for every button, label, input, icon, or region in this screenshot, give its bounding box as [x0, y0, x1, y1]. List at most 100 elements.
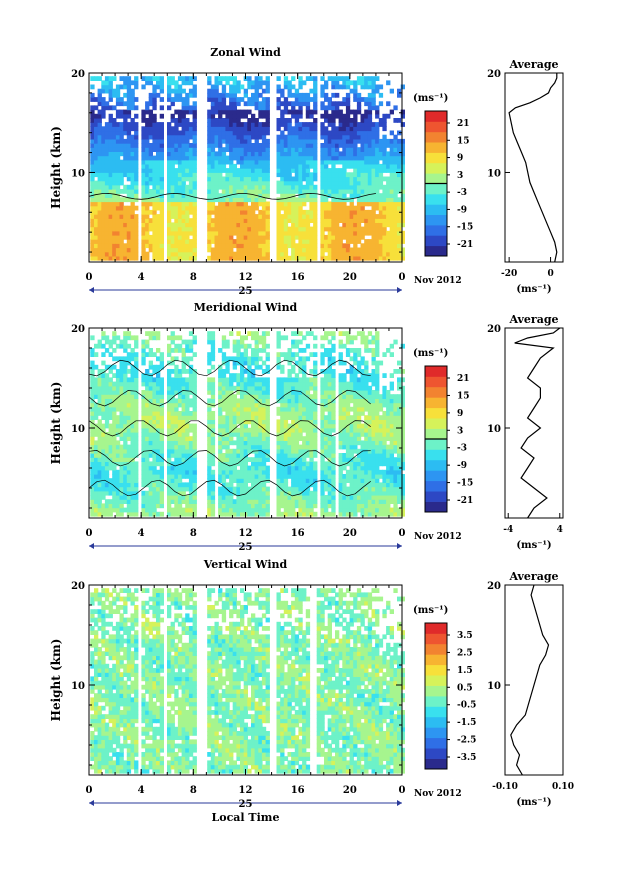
heatmap-cell	[342, 80, 347, 86]
heatmap-cell	[251, 101, 256, 107]
heatmap-cell	[287, 469, 292, 475]
heatmap-cell	[156, 373, 161, 378]
heatmap-cell	[254, 84, 259, 90]
heatmap-cell	[291, 444, 296, 450]
heatmap-cell	[225, 394, 230, 399]
heatmap-cell	[177, 138, 183, 144]
heatmap-cell	[251, 398, 256, 404]
heatmap-cell	[174, 155, 179, 161]
heatmap-cell	[148, 364, 153, 370]
heatmap-cell	[389, 109, 394, 115]
heatmap-cell	[126, 205, 132, 211]
heatmap-cell	[94, 222, 99, 228]
heatmap-cell	[108, 184, 113, 190]
heatmap-cell	[90, 432, 95, 437]
heatmap-cell	[115, 453, 121, 458]
heatmap-cell	[243, 176, 248, 182]
heatmap-cell	[101, 448, 106, 454]
heatmap-cell	[123, 251, 128, 257]
heatmap-cell	[221, 163, 227, 169]
heatmap-cell	[112, 385, 117, 391]
heatmap-cell	[167, 343, 172, 349]
heatmap-cell	[386, 255, 391, 261]
heatmap-cell	[364, 184, 369, 190]
heatmap-cell	[400, 205, 405, 211]
heatmap-cell	[265, 184, 270, 190]
heatmap-cell	[254, 335, 259, 341]
heatmap-cell	[207, 234, 212, 240]
heatmap-cell	[225, 457, 230, 462]
heatmap-cell	[126, 184, 132, 190]
heatmap-cell	[174, 218, 179, 223]
heatmap-cell	[345, 247, 351, 253]
heatmap-cell	[123, 360, 128, 366]
heatmap-cell	[94, 155, 99, 161]
heatmap-cell	[360, 201, 365, 207]
heatmap-cell	[177, 511, 183, 517]
heatmap-cell	[174, 406, 179, 412]
heatmap-cell	[375, 88, 380, 94]
heatmap-cell	[258, 444, 263, 450]
heatmap-cell	[327, 189, 332, 194]
heatmap-cell	[342, 126, 347, 132]
heatmap-cell	[152, 130, 157, 136]
heatmap-cell	[134, 197, 139, 203]
heatmap-cell	[342, 214, 347, 219]
heatmap-cell	[188, 163, 194, 169]
heatmap-cell	[360, 189, 365, 194]
heatmap-cell	[112, 147, 117, 152]
heatmap-cell	[371, 155, 376, 161]
heatmap-cell	[90, 159, 95, 165]
heatmap-cell	[280, 247, 285, 253]
heatmap-cell	[188, 507, 194, 513]
avg-x-tick-label: -20	[501, 269, 517, 279]
heatmap-cell	[335, 172, 340, 178]
heatmap-cell	[280, 440, 285, 446]
heatmap-cell	[152, 486, 157, 492]
heatmap-cell	[159, 352, 164, 357]
heatmap-cell	[112, 239, 117, 244]
heatmap-cell	[225, 172, 230, 178]
heatmap-cell	[335, 126, 340, 132]
heatmap-cell	[283, 134, 289, 140]
heatmap-cell	[104, 448, 110, 454]
heatmap-cell	[229, 251, 234, 257]
heatmap-cell	[108, 247, 113, 253]
heatmap-cell	[258, 419, 263, 425]
heatmap-cell	[152, 448, 157, 454]
heatmap-cell	[393, 172, 398, 178]
heatmap-cell	[356, 230, 362, 236]
heatmap-cell	[104, 247, 110, 253]
heatmap-cell	[119, 339, 124, 345]
heatmap-cell	[185, 189, 190, 194]
heatmap-cell	[254, 364, 259, 370]
heatmap-cell	[356, 126, 362, 132]
heatmap-cell	[218, 113, 223, 119]
heatmap-cell	[345, 251, 351, 257]
heatmap-cell	[240, 398, 245, 404]
heatmap-cell	[320, 143, 325, 148]
heatmap-cell	[221, 222, 227, 228]
heatmap-cell	[294, 230, 300, 236]
heatmap-cell	[251, 373, 256, 378]
heatmap-cell	[156, 180, 161, 186]
heatmap-cell	[298, 503, 303, 509]
heatmap-cell	[101, 335, 106, 341]
x-tick-label: 20	[343, 272, 357, 283]
heatmap-cell	[167, 482, 172, 488]
heatmap-cell	[167, 247, 172, 253]
heatmap-cell	[101, 360, 106, 366]
heatmap-cell	[265, 436, 270, 441]
heatmap-cell	[243, 168, 248, 173]
heatmap-cell	[287, 490, 292, 496]
heatmap-cell	[167, 406, 172, 412]
heatmap-cell	[283, 172, 289, 178]
heatmap-cell	[397, 151, 402, 157]
heatmap-cell	[181, 398, 186, 404]
heatmap-cell	[331, 243, 336, 249]
heatmap-cell	[90, 490, 95, 496]
heatmap-cell	[254, 255, 259, 261]
heatmap-cell	[371, 239, 376, 244]
heatmap-cell	[254, 126, 259, 132]
heatmap-cell	[386, 209, 391, 215]
